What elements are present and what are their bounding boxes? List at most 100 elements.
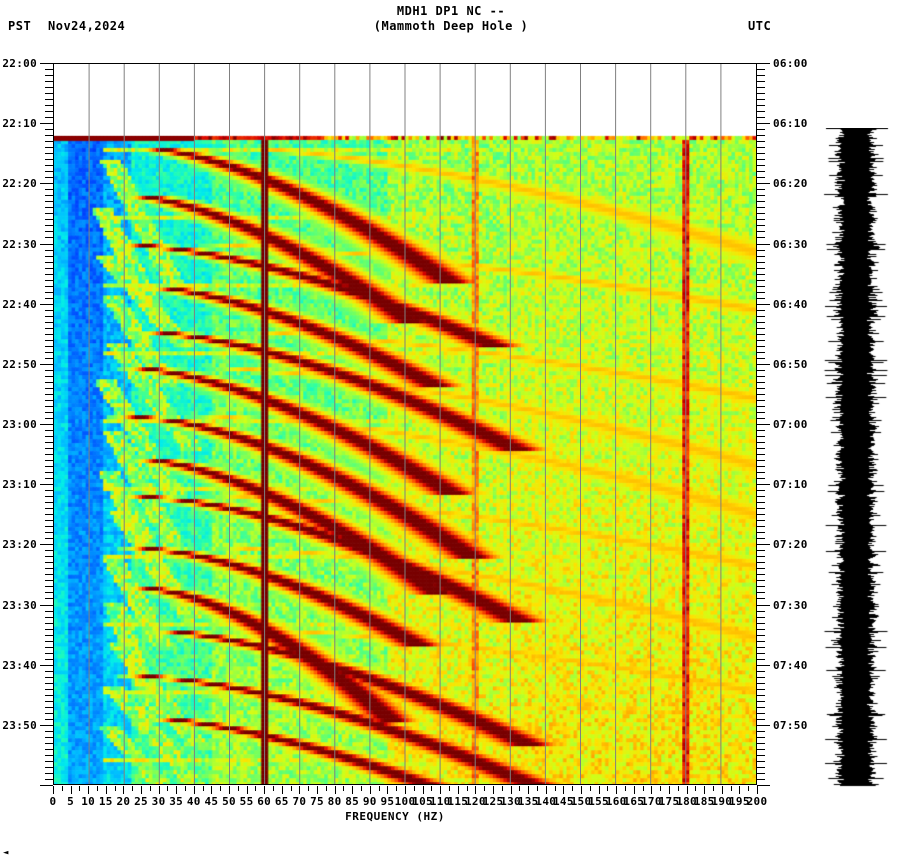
- y-tick-left: [45, 411, 53, 413]
- y-tick-left: [45, 147, 53, 149]
- y-tick-label-pst: 22:00: [2, 57, 37, 70]
- y-tick-left: [45, 628, 53, 630]
- y-tick-right: [757, 526, 765, 528]
- x-tick: [281, 786, 283, 794]
- x-tick: [545, 786, 547, 794]
- y-tick-left: [45, 490, 53, 492]
- x-tick: [61, 786, 63, 791]
- y-tick-right: [757, 165, 765, 167]
- y-tick-left: [45, 273, 53, 275]
- y-tick-right: [757, 430, 765, 432]
- y-tick-right: [757, 129, 765, 131]
- y-tick-left: [45, 225, 53, 227]
- y-tick-left: [45, 700, 53, 702]
- y-tick-left: [45, 135, 53, 137]
- x-tick: [97, 786, 98, 791]
- y-tick-left: [40, 604, 53, 606]
- y-tick-left: [45, 736, 53, 738]
- x-tick-label: 80: [327, 795, 342, 808]
- y-tick-right: [757, 189, 765, 191]
- time-axis-utc: 06:00 06:10 06:20 06:30 06:40 06:50 07:00 07:10…: [757, 57, 817, 786]
- spectrogram-plot[interactable]: [53, 63, 757, 785]
- y-tick-right: [757, 213, 765, 215]
- y-tick-right: [757, 580, 765, 582]
- y-tick-left: [45, 201, 53, 203]
- y-tick-right: [757, 628, 765, 630]
- x-tick-label: 0: [49, 795, 57, 808]
- y-tick-label-utc: 06:10: [773, 117, 808, 131]
- x-tick: [264, 786, 266, 794]
- y-tick-left: [45, 634, 53, 636]
- y-tick-left: [45, 712, 53, 714]
- y-tick-left: [45, 87, 53, 89]
- y-tick-label-utc: 07:00: [773, 418, 808, 431]
- y-tick-right: [757, 658, 765, 660]
- y-tick-left: [45, 117, 53, 119]
- y-tick-left: [45, 333, 53, 335]
- y-tick-right: [757, 231, 765, 233]
- y-tick-right: [757, 279, 765, 281]
- y-tick-right: [757, 219, 765, 221]
- x-tick-label: 155: [588, 795, 609, 808]
- y-tick-left: [40, 303, 53, 305]
- x-tick: [211, 786, 213, 794]
- y-tick-left: [40, 724, 53, 726]
- x-tick-label: 30: [151, 795, 166, 808]
- y-tick-left: [45, 345, 53, 347]
- y-tick-right: [757, 598, 765, 600]
- y-tick-right: [757, 436, 765, 438]
- seismogram-trace-panel: [818, 128, 896, 788]
- x-tick: [123, 786, 125, 794]
- x-tick: [422, 786, 424, 794]
- x-tick: [581, 786, 582, 794]
- y-tick-left: [45, 580, 53, 582]
- y-tick-left: [45, 69, 53, 71]
- y-tick-right: [757, 225, 765, 227]
- x-tick: [352, 786, 354, 794]
- y-tick-left: [45, 297, 53, 299]
- x-tick: [167, 786, 169, 791]
- y-tick-left: [45, 718, 53, 720]
- x-tick: [457, 786, 459, 794]
- y-tick-left: [40, 785, 53, 786]
- y-tick-left: [45, 375, 53, 377]
- y-tick-left: [45, 562, 53, 564]
- y-tick-left: [45, 730, 53, 732]
- y-tick-right: [757, 556, 765, 558]
- x-tick: [299, 786, 301, 794]
- y-tick-right: [757, 622, 765, 624]
- x-tick-label: 60: [257, 795, 272, 808]
- y-tick-left: [45, 237, 53, 239]
- y-tick-right: [757, 778, 765, 780]
- y-tick-left: [45, 682, 53, 684]
- x-tick: [519, 786, 521, 791]
- y-tick-left: [45, 760, 53, 762]
- x-tick: [53, 786, 54, 794]
- y-tick-left: [45, 195, 53, 197]
- y-tick-right: [757, 381, 765, 383]
- y-tick-left: [45, 309, 53, 311]
- x-tick: [114, 786, 116, 791]
- x-tick: [501, 786, 503, 791]
- x-tick-label: 115: [447, 795, 469, 808]
- y-tick-left: [45, 249, 53, 251]
- y-tick-right: [757, 634, 765, 636]
- y-tick-right: [757, 69, 765, 71]
- y-tick-left: [45, 105, 53, 107]
- y-tick-label-utc: 06:30: [773, 237, 808, 251]
- y-tick-right: [757, 640, 765, 642]
- y-tick-right: [757, 694, 765, 696]
- y-tick-label-pst: 22:30: [2, 237, 37, 251]
- y-tick-right: [757, 135, 765, 137]
- y-tick-left: [45, 351, 53, 353]
- y-tick-right: [757, 237, 765, 239]
- y-tick-right: [757, 460, 765, 462]
- y-tick-left: [45, 393, 53, 395]
- x-tick-label: 125: [482, 795, 504, 808]
- y-tick-left: [45, 766, 53, 768]
- y-tick-right: [757, 454, 765, 456]
- x-tick: [449, 786, 450, 791]
- y-tick-right: [757, 369, 765, 371]
- x-tick-label: 180: [676, 795, 697, 808]
- y-tick-left: [45, 129, 53, 131]
